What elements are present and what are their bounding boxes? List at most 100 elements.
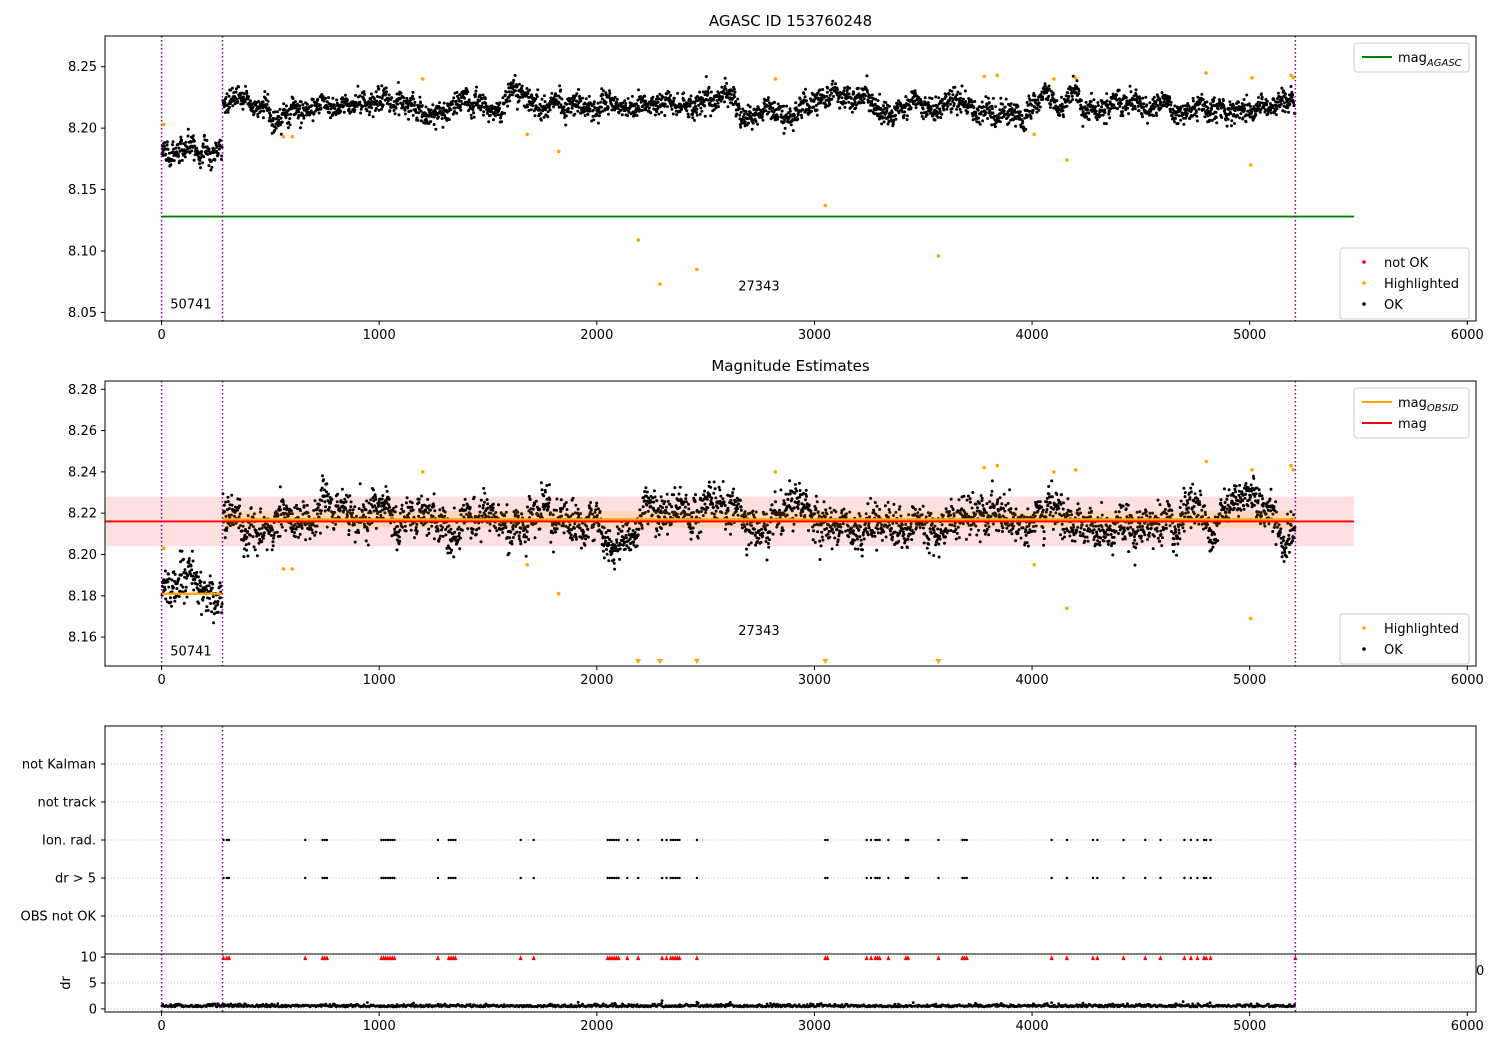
ok-point bbox=[1043, 84, 1047, 88]
ok-point bbox=[440, 528, 443, 532]
ok-point bbox=[612, 98, 616, 102]
ok-point bbox=[981, 119, 985, 123]
ok-point bbox=[1201, 98, 1205, 101]
ok-point bbox=[1141, 115, 1144, 119]
legend-label: Highlighted bbox=[1384, 277, 1459, 292]
ok-point bbox=[441, 125, 445, 129]
ok-point bbox=[1001, 102, 1004, 106]
ok-point bbox=[657, 533, 661, 537]
ok-point bbox=[617, 527, 621, 531]
ok-point bbox=[672, 99, 676, 103]
ok-point bbox=[1087, 111, 1091, 115]
ok-point bbox=[1200, 92, 1204, 96]
ok-point bbox=[1212, 99, 1216, 103]
ok-point bbox=[497, 503, 500, 507]
ok-point bbox=[171, 143, 174, 147]
ok-point bbox=[545, 103, 549, 107]
ok-point bbox=[606, 106, 610, 110]
ok-point bbox=[1096, 104, 1100, 107]
ok-point bbox=[689, 537, 693, 541]
ok-point bbox=[245, 548, 249, 552]
ok-point bbox=[177, 154, 180, 158]
ok-point bbox=[387, 97, 391, 100]
ok-point bbox=[905, 118, 909, 121]
ok-point bbox=[1048, 106, 1052, 109]
ok-point bbox=[602, 556, 606, 560]
ok-point bbox=[1215, 121, 1219, 125]
ok-point bbox=[636, 533, 640, 537]
ok-point bbox=[208, 574, 212, 578]
ok-point bbox=[559, 88, 563, 92]
ok-point bbox=[298, 107, 301, 111]
ok-point bbox=[429, 108, 433, 112]
ok-point bbox=[479, 108, 483, 112]
ok-point bbox=[1031, 108, 1035, 112]
ok-point bbox=[1010, 107, 1014, 110]
ok-point bbox=[282, 503, 286, 506]
ok-point bbox=[706, 91, 710, 95]
ok-point bbox=[1225, 124, 1229, 128]
ok-point bbox=[467, 98, 471, 102]
ok-point bbox=[321, 474, 324, 478]
ok-point bbox=[385, 90, 388, 94]
ok-point bbox=[535, 95, 539, 99]
ok-point bbox=[354, 93, 357, 97]
ok-point bbox=[341, 97, 345, 101]
ok-point bbox=[1049, 103, 1053, 106]
ok-point bbox=[576, 507, 580, 511]
ok-point bbox=[587, 94, 591, 98]
ok-point bbox=[462, 503, 465, 507]
ok-point bbox=[191, 134, 195, 138]
ok-point bbox=[599, 100, 603, 104]
ok-point bbox=[225, 529, 229, 532]
ok-point bbox=[686, 502, 690, 506]
ok-point bbox=[376, 85, 380, 88]
ok-point bbox=[357, 507, 361, 511]
ok-point bbox=[265, 548, 269, 552]
ok-point bbox=[838, 106, 842, 110]
ok-point bbox=[526, 505, 529, 509]
ok-point bbox=[1155, 114, 1159, 117]
ok-point bbox=[331, 96, 335, 100]
ok-point bbox=[1087, 118, 1091, 122]
ok-point bbox=[358, 94, 362, 98]
ok-point bbox=[880, 122, 884, 126]
ok-point bbox=[485, 498, 489, 502]
ok-point bbox=[339, 110, 343, 113]
ok-point bbox=[675, 113, 679, 117]
ok-point bbox=[723, 100, 726, 104]
ok-point bbox=[484, 101, 488, 105]
ok-point bbox=[432, 504, 436, 508]
x-tick-label: 1000 bbox=[363, 328, 396, 343]
ok-point bbox=[302, 116, 306, 120]
ok-point bbox=[534, 499, 538, 503]
ok-point bbox=[284, 116, 288, 120]
ok-point bbox=[629, 548, 633, 552]
ok-point bbox=[588, 107, 592, 111]
ok-point bbox=[285, 506, 289, 510]
ok-point bbox=[329, 116, 333, 120]
ok-point bbox=[1095, 118, 1099, 122]
ok-point bbox=[635, 544, 639, 548]
ok-point bbox=[444, 528, 448, 531]
ok-point bbox=[987, 101, 991, 105]
ok-point bbox=[608, 89, 611, 93]
ok-point bbox=[831, 79, 835, 83]
ok-point bbox=[605, 548, 608, 551]
ok-point bbox=[182, 601, 186, 605]
ok-point bbox=[432, 492, 436, 496]
ok-point bbox=[922, 117, 925, 121]
ok-point bbox=[596, 121, 600, 125]
ok-point bbox=[498, 106, 501, 110]
ok-point bbox=[361, 104, 365, 108]
ok-point bbox=[424, 112, 428, 116]
ok-point bbox=[178, 159, 182, 163]
ok-point bbox=[834, 82, 837, 86]
ok-point bbox=[644, 99, 648, 103]
ok-point bbox=[201, 161, 204, 165]
ok-point bbox=[1090, 91, 1093, 95]
ok-point bbox=[424, 105, 428, 109]
ok-point bbox=[411, 113, 415, 117]
ok-point bbox=[651, 95, 655, 99]
ok-point bbox=[734, 100, 738, 103]
